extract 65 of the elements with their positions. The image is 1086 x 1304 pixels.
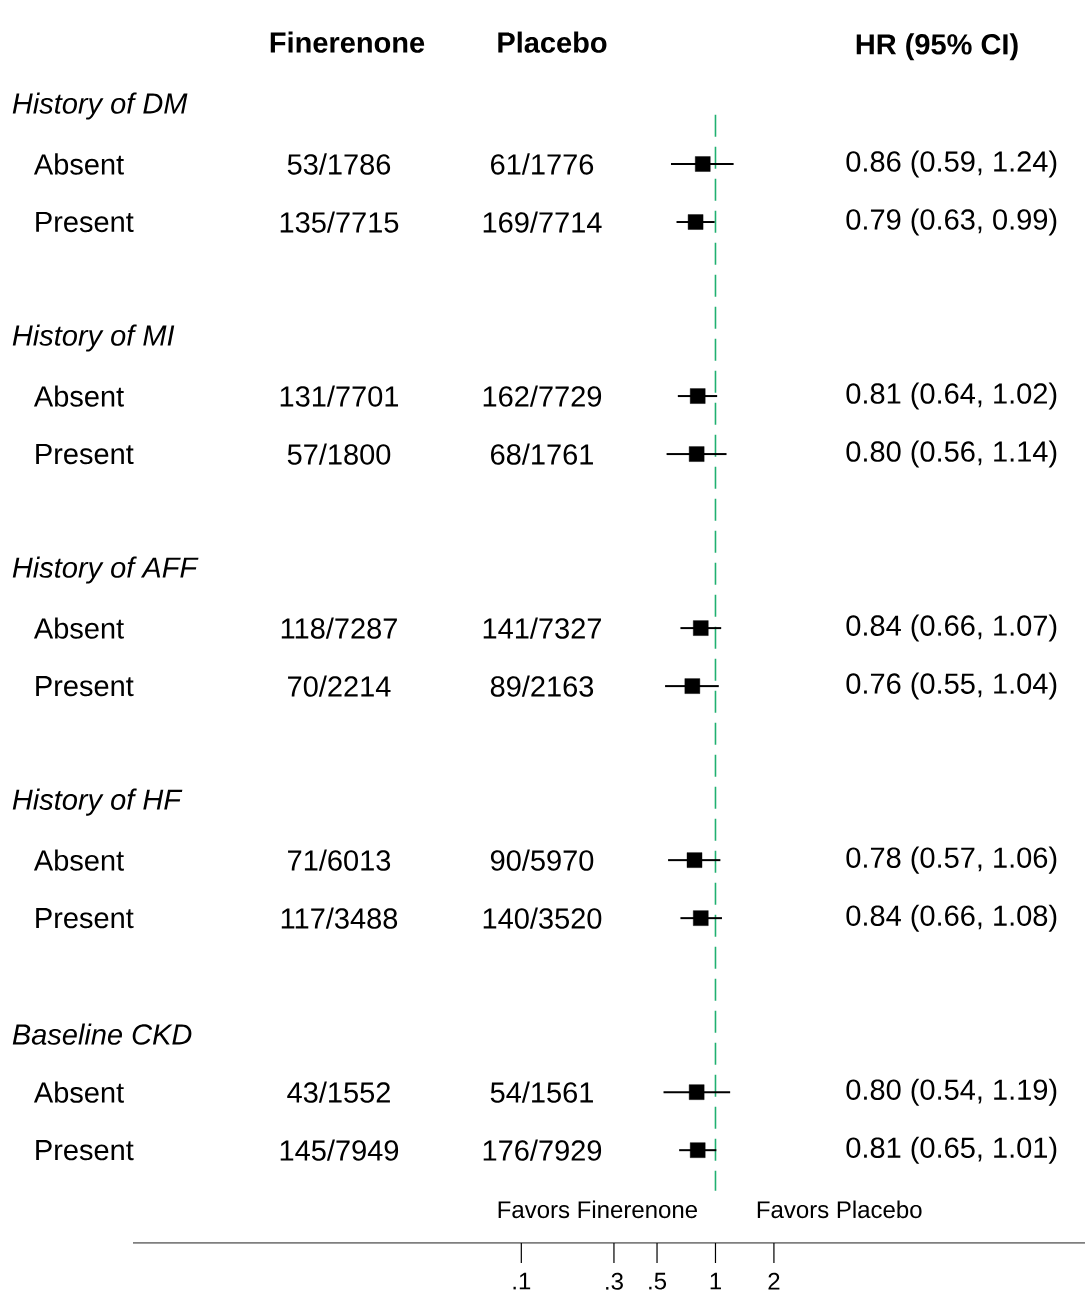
x-tick-label: .3 xyxy=(606,1272,623,1290)
x-tick-label: .1 xyxy=(513,1272,531,1290)
y-tick-label: Absent xyxy=(33,849,124,871)
y-tick-label: Absent xyxy=(33,153,124,175)
x-tick-label: 1 xyxy=(710,1272,721,1290)
annotation: 140/3520 xyxy=(483,907,602,929)
annotation: 90/5970 xyxy=(490,849,594,871)
annotation: 54/1561 xyxy=(490,1081,593,1103)
y-tick-label: Present xyxy=(36,1140,134,1161)
annotation: 0.80 (0.54, 1.19) xyxy=(846,1078,1057,1106)
annotation: 0.79 (0.63, 0.99) xyxy=(846,208,1057,236)
y-tick-label: History of HF xyxy=(12,788,183,816)
point xyxy=(693,620,709,636)
y-tick-label: History of MI xyxy=(12,324,175,352)
annotation: 176/7929 xyxy=(483,1139,602,1161)
y-tick-label: Present xyxy=(36,443,134,465)
point xyxy=(684,678,701,694)
annotation: 0.86 (0.59, 1.24) xyxy=(846,150,1057,178)
text: Favors Finerenone xyxy=(498,1200,698,1219)
annotation: 0.84 (0.66, 1.08) xyxy=(846,904,1057,932)
annotation: 0.84 (0.66, 1.07) xyxy=(846,614,1057,642)
x-tick-label: 2 xyxy=(768,1272,780,1290)
annotation: 0.76 (0.55, 1.04) xyxy=(846,672,1057,700)
annotation: 57/1800 xyxy=(287,443,391,465)
annotation: 117/3488 xyxy=(281,907,398,929)
annotation: 68/1761 xyxy=(491,443,593,465)
annotation: 0.81 (0.65, 1.01) xyxy=(846,1136,1057,1164)
y-tick-label: History of AFF xyxy=(12,556,199,584)
point xyxy=(690,388,706,404)
point xyxy=(688,446,705,462)
y-tick-label: History of DM xyxy=(12,92,188,120)
annotation: 70/2214 xyxy=(288,675,391,697)
annotation: 0.80 (0.56, 1.14) xyxy=(846,440,1057,468)
annotation: 89/2163 xyxy=(490,675,594,697)
annotation: 61/1776 xyxy=(491,153,594,175)
annotation: 71/6013 xyxy=(288,849,391,871)
y-tick-label: Present xyxy=(36,211,134,233)
text: HR (95% CI) xyxy=(856,33,1018,61)
y-tick-label: Present xyxy=(36,908,134,929)
annotation: 141/7327 xyxy=(483,617,601,639)
y-tick-label: Absent xyxy=(33,1081,124,1103)
y-tick-label: Present xyxy=(36,675,134,697)
annotation: 0.78 (0.57, 1.06) xyxy=(846,846,1057,874)
point xyxy=(687,214,704,230)
annotation: 169/7714 xyxy=(483,211,602,233)
point xyxy=(686,852,703,868)
point xyxy=(690,1142,706,1158)
text: Placebo xyxy=(498,31,607,53)
text: Finerenone xyxy=(270,31,425,53)
y-tick-label: Baseline CKD xyxy=(12,1023,192,1045)
x-tick-label: .5 xyxy=(649,1272,667,1290)
text: Favors Placebo xyxy=(757,1200,922,1219)
point xyxy=(688,1084,705,1100)
y-tick-label: Absent xyxy=(33,385,124,407)
point xyxy=(695,156,711,172)
point xyxy=(693,910,709,926)
annotation: 43/1552 xyxy=(287,1081,390,1103)
y-tick-label: Absent xyxy=(33,617,124,639)
annotation: 162/7729 xyxy=(483,385,602,407)
annotation: 0.81 (0.64, 1.02) xyxy=(846,382,1057,410)
annotation: 145/7949 xyxy=(280,1139,399,1161)
annotation: 135/7715 xyxy=(280,211,399,233)
annotation: 131/7701 xyxy=(280,385,399,407)
annotation: 118/7287 xyxy=(281,617,397,639)
annotation: 53/1786 xyxy=(287,153,391,175)
